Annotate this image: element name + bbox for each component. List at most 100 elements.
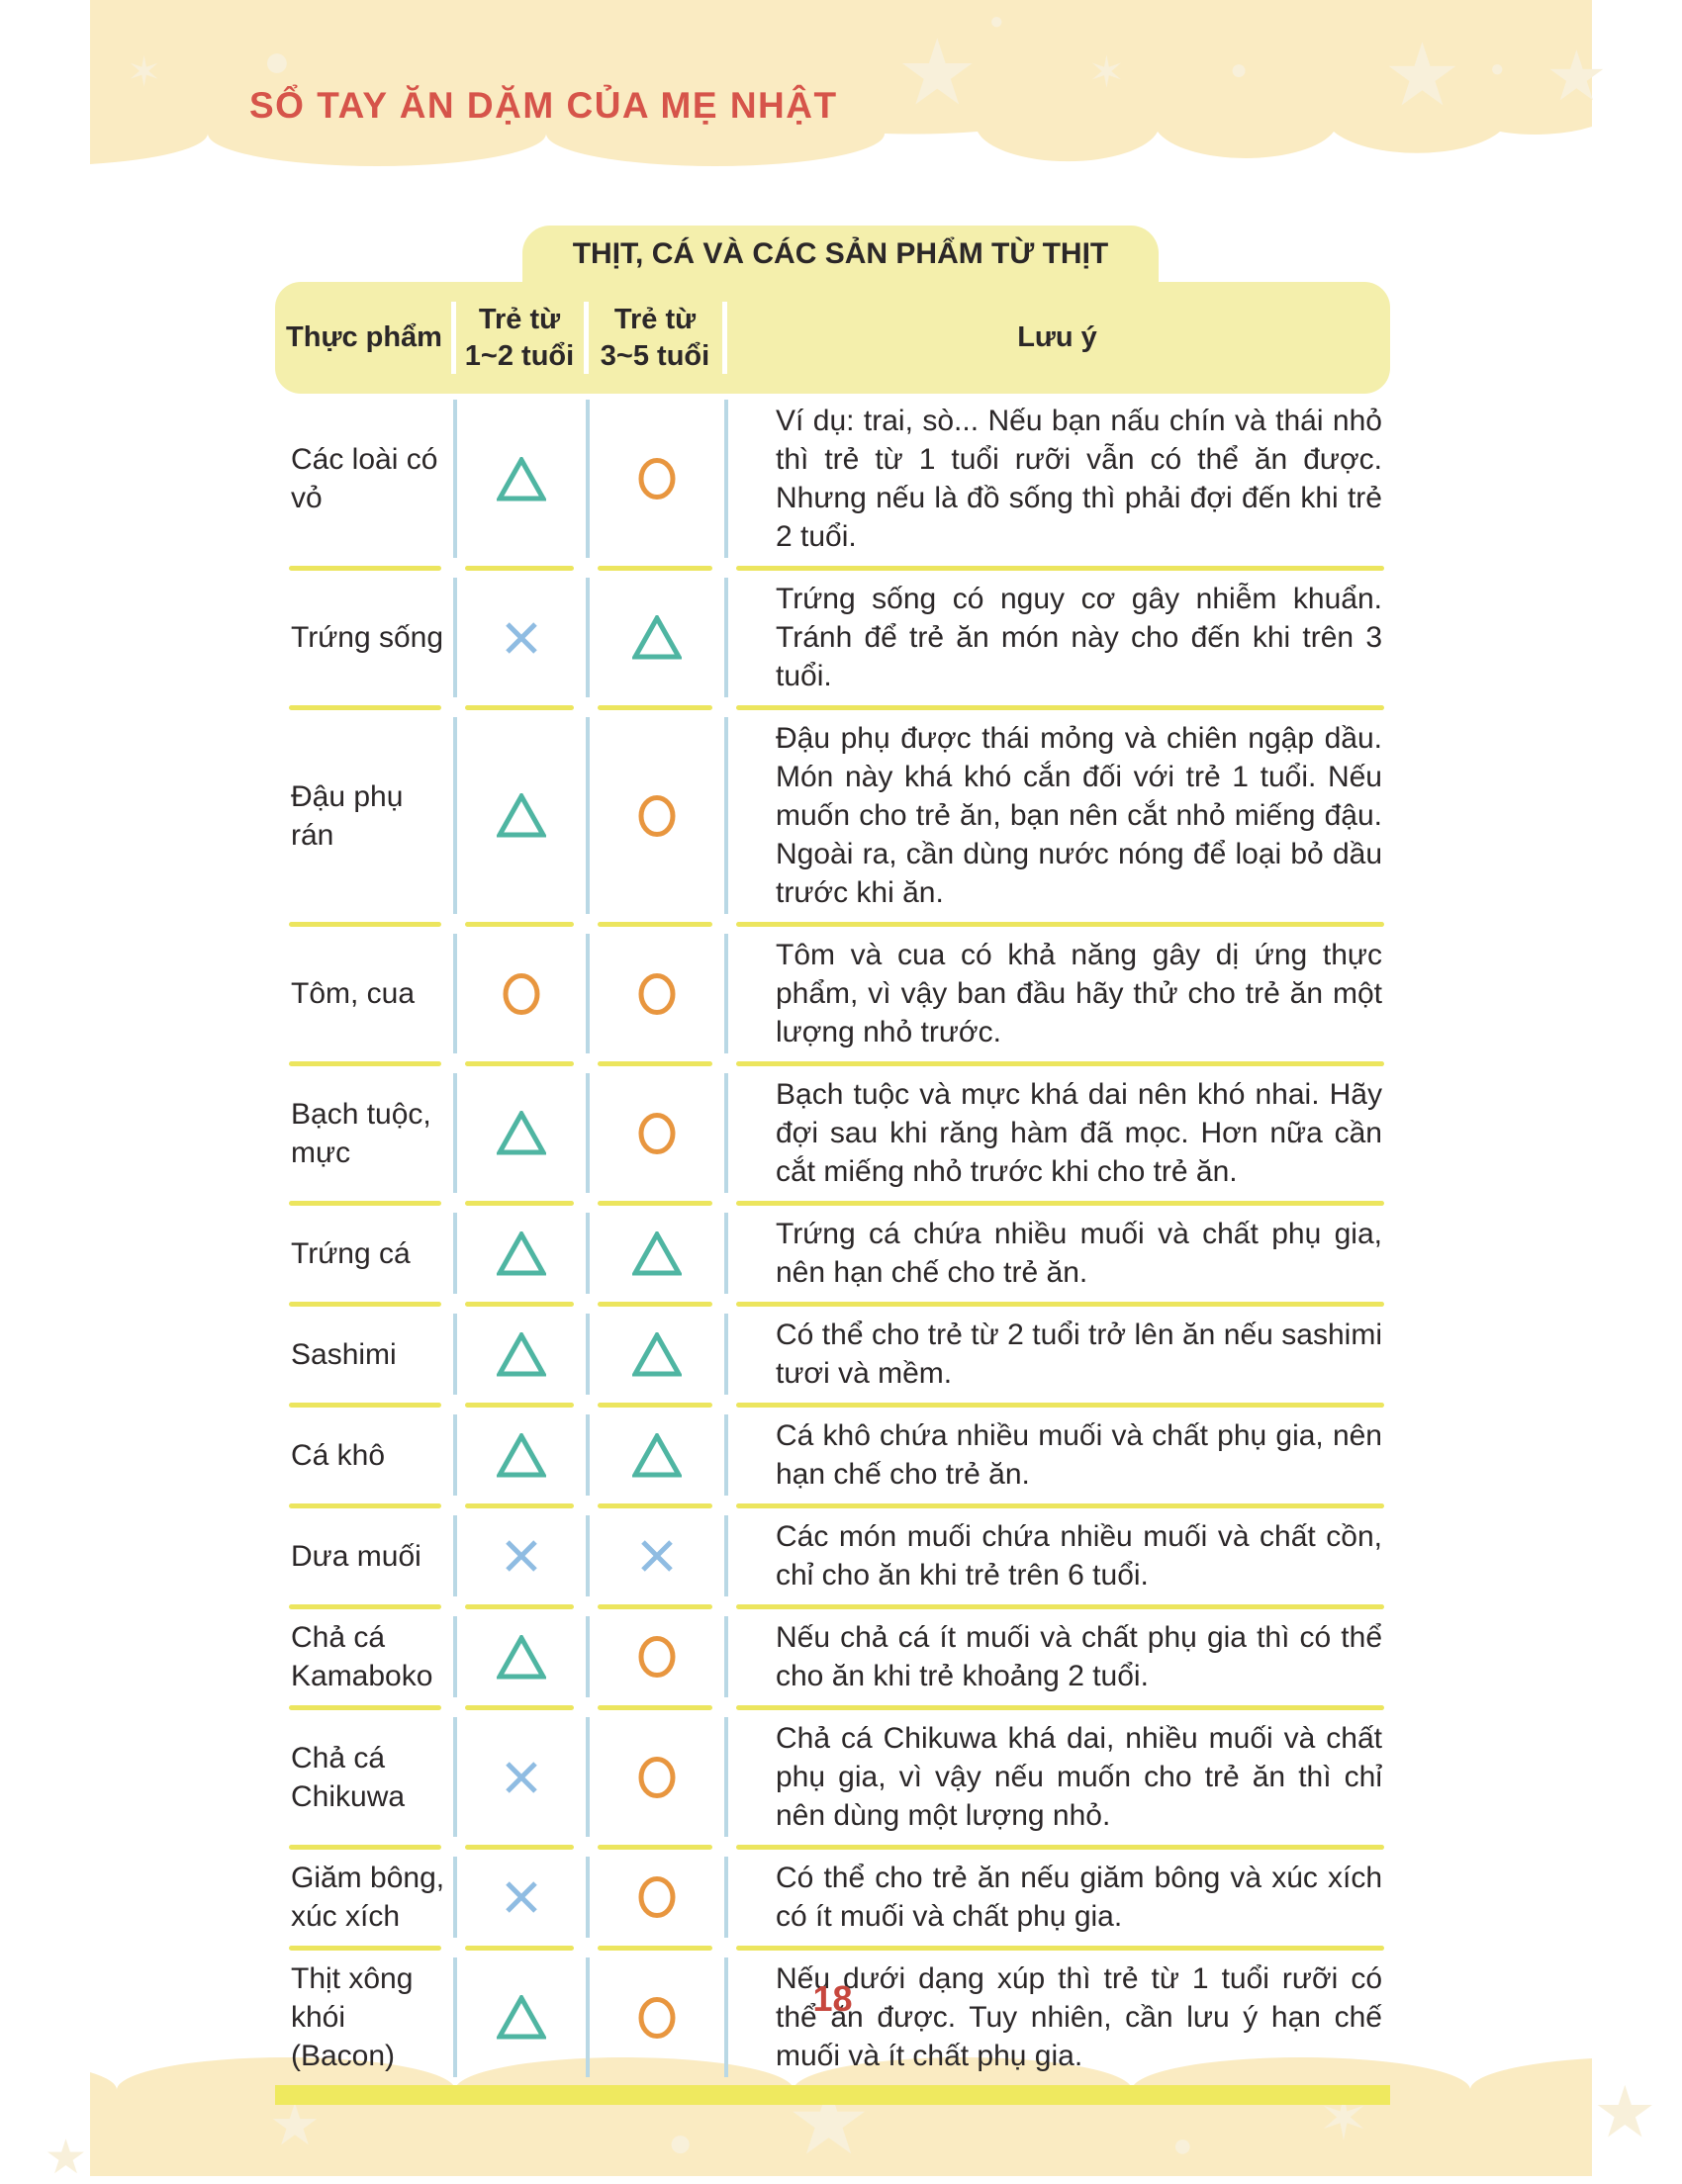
column-header-age-1-2-line1: Trẻ từ [478,303,561,335]
note-cell: Bạch tuộc và mực khá dai nên khó nhai. H… [724,1073,1390,1193]
food-cell: Các loài có vỏ [291,443,438,514]
food-cell: Bạch tuộc, mực [291,1097,431,1169]
table-row: Các loài có vỏ Ví dụ: trai, sò... Nếu bạ… [275,396,1390,562]
row-separator [275,1600,1390,1612]
age-3-5-cell [586,578,724,697]
table-row: Trứng sống Trứng sống có nguy cơ gây nhi… [275,574,1390,701]
header-divider [722,302,727,374]
circle-icon [636,793,678,839]
cross-icon [503,1759,540,1796]
header-divider [451,302,456,374]
triangle-icon [497,1432,546,1478]
dot-icon: ● [1230,53,1249,86]
triangle-icon [632,615,682,660]
triangle-icon [497,1331,546,1377]
row-separator [275,1942,1390,1954]
triangle-icon [632,1432,682,1478]
table-row: Trứng cá Trứng cá chứa nhiều muối và chấ… [275,1209,1390,1298]
circle-icon [636,1874,678,1920]
table-row: Chả cá Kamaboko Nếu chả cá ít muối và ch… [275,1612,1390,1701]
age-1-2-cell [453,934,586,1053]
age-1-2-cell [453,1314,586,1395]
star-icon: ★ [896,23,979,124]
triangle-icon [497,1111,546,1155]
page-number: 18 [812,1978,853,2019]
age-3-5-cell [586,400,724,558]
table-row: Giăm bông, xúc xích Có thể cho trẻ ăn nế… [275,1853,1390,1942]
table-row: Dưa muối Các món muối chứa nhiều muối và… [275,1511,1390,1600]
age-1-2-cell [453,1073,586,1193]
age-3-5-cell [586,1213,724,1294]
food-cell: Cá khô [291,1438,386,1472]
star-icon: ★ [1383,26,1461,124]
age-1-2-cell [453,1616,586,1697]
food-cell: Chả cá Kamaboko [291,1621,433,1692]
table-title: THỊT, CÁ VÀ CÁC SẢN PHẨM TỪ THỊT [522,226,1159,282]
note-cell: Trứng cá chứa nhiều muối và chất phụ gia… [724,1213,1390,1294]
column-header-age-3-5: Trẻ từ 3~5 tuổi [586,302,724,375]
table-row: Bạch tuộc, mực Bạch tuộc và mực khá dai … [275,1069,1390,1197]
food-cell: Trứng sống [291,621,444,654]
circle-icon [636,1111,678,1156]
circle-icon [636,971,678,1017]
age-3-5-cell [586,1515,724,1596]
sparkle-icon: ✶ [1088,48,1125,97]
food-cell: Dưa muối [291,1539,421,1573]
circle-icon [636,1634,678,1680]
column-header-age-1-2-line2: 1~2 tuổi [464,339,575,372]
food-cell: Đậu phụ rán [291,779,404,852]
food-cell: Trứng cá [291,1236,411,1270]
age-1-2-cell [453,1717,586,1837]
circle-icon [501,971,542,1017]
table-row: Sashimi Có thể cho trẻ từ 2 tuổi trở lên… [275,1310,1390,1399]
triangle-icon [632,1230,682,1276]
column-header-food: Thực phẩm [286,321,442,353]
food-cell: Thịt xông khói (Bacon) [291,1962,414,2072]
row-separator [275,1500,1390,1511]
banner-title: SỔ TAY ĂN DẶM CỦA MẸ NHẬT [249,85,838,126]
row-separator [275,701,1390,713]
table-header-row: Thực phẩm Trẻ từ 1~2 tuổi Trẻ từ 3~5 tuổ… [275,282,1390,394]
age-3-5-cell [586,934,724,1053]
age-3-5-cell [586,1414,724,1496]
triangle-icon [497,456,546,501]
row-separator [275,918,1390,930]
dot-icon: ● [989,8,1004,35]
age-3-5-cell [586,1616,724,1697]
cross-icon [503,1537,540,1575]
note-cell: Chả cá Chikuwa khá dai, nhiều muối và ch… [724,1717,1390,1837]
dot-icon: ● [1490,55,1505,82]
note-cell: Trứng sống có nguy cơ gây nhiễm khuẩn. T… [724,578,1390,697]
age-3-5-cell [586,1857,724,1938]
triangle-icon [497,793,546,838]
age-3-5-cell [586,1717,724,1837]
triangle-icon [632,1331,682,1377]
note-cell: Nếu dưới dạng xúp thì trẻ từ 1 tuổi rưỡi… [724,1957,1390,2077]
age-3-5-cell [586,1073,724,1193]
triangle-icon [497,1634,546,1680]
age-3-5-cell [586,717,724,914]
note-cell: Cá khô chứa nhiều muối và chất phụ gia, … [724,1414,1390,1496]
row-separator [275,1057,1390,1069]
star-icon: ★ [45,2132,88,2184]
note-cell: Đậu phụ được thái mỏng và chiên ngập dầu… [724,717,1390,914]
dot-icon: ● [668,2119,694,2165]
row-separator [275,1399,1390,1410]
table-body: Các loài có vỏ Ví dụ: trai, sò... Nếu bạ… [275,396,1390,2081]
cross-icon [503,619,540,657]
dot-icon: ● [263,35,291,86]
table-row: Thịt xông khói (Bacon) Nếu dưới dạng xúp… [275,1954,1390,2081]
circle-icon [636,456,678,501]
age-1-2-cell [453,578,586,697]
food-cell: Chả cá Chikuwa [291,1741,406,1813]
triangle-icon [497,1230,546,1276]
table-row: Đậu phụ rán Đậu phụ được thái mỏng và ch… [275,713,1390,918]
age-1-2-cell [453,1414,586,1496]
header-divider [584,302,589,374]
note-cell: Có thể cho trẻ từ 2 tuổi trở lên ăn nếu … [724,1314,1390,1395]
table-row: Cá khô Cá khô chứa nhiều muối và chất ph… [275,1410,1390,1500]
note-cell: Ví dụ: trai, sò... Nếu bạn nấu chín và t… [724,400,1390,558]
row-separator [275,1197,1390,1209]
top-band-decoration [90,0,1592,166]
food-table: THỊT, CÁ VÀ CÁC SẢN PHẨM TỪ THỊT Thực ph… [275,226,1390,2105]
